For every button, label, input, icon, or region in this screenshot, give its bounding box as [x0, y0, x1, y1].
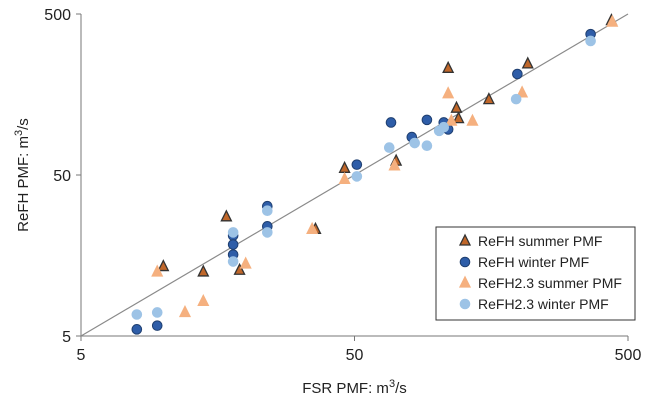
y-tick-label: 5 [62, 329, 71, 346]
data-point [521, 56, 534, 69]
data-point [383, 142, 395, 153]
data-point [388, 158, 401, 171]
data-point [351, 171, 363, 182]
x-tick-label: 500 [615, 347, 642, 364]
data-point [220, 209, 233, 222]
y-axis-title-text: ReFH PMF: m [15, 136, 32, 232]
x-tick-label: 50 [346, 347, 364, 364]
data-point [466, 113, 479, 126]
data-point [227, 256, 239, 267]
y-tick-label: 500 [44, 7, 71, 24]
x-axis-title-text: FSR PMF: m [302, 380, 389, 397]
data-point [385, 117, 397, 128]
legend-marker [459, 256, 471, 268]
legend-marker [458, 275, 472, 288]
data-point [239, 256, 252, 269]
legend: ReFH summer PMF ReFH winter PMF ReFH2.3 su… [435, 226, 636, 321]
data-point [512, 68, 523, 80]
data-point [227, 239, 239, 250]
data-point [482, 92, 495, 105]
legend-marker [459, 298, 471, 310]
data-point [421, 140, 433, 152]
x-tick-label: 5 [77, 347, 86, 364]
data-point [197, 264, 210, 277]
legend-entry: ReFH2.3 summer PMF [478, 275, 622, 291]
data-point [227, 227, 239, 238]
data-point [438, 121, 450, 133]
data-point [510, 93, 522, 105]
x-axis-title-sup: 3 [389, 378, 395, 390]
data-point [131, 324, 143, 335]
data-point [409, 137, 420, 149]
data-point [306, 221, 319, 234]
data-point [197, 293, 210, 307]
data-point [452, 111, 465, 124]
y-axis-title: ReFH PMF: m3/s [13, 118, 32, 232]
data-point [131, 309, 143, 320]
data-point [262, 205, 273, 217]
tick-marks [76, 13, 629, 341]
data-point [450, 100, 463, 113]
x-axis-title: FSR PMF: m3/s [302, 378, 406, 397]
data-point [606, 14, 619, 27]
data-point [442, 86, 455, 99]
data-point [233, 262, 246, 275]
series-4 [131, 35, 596, 320]
data-point [338, 171, 351, 184]
data-point [151, 264, 164, 277]
legend-marker [458, 233, 472, 246]
data-point [157, 259, 170, 272]
data-point [151, 320, 163, 331]
data-points [131, 13, 619, 335]
data-point [585, 35, 596, 47]
data-point [151, 307, 163, 318]
legend-entry: ReFH winter PMF [478, 254, 589, 270]
data-point [262, 227, 273, 238]
data-point [445, 113, 458, 126]
data-point [351, 159, 363, 170]
y-axis-title-suffix: /s [15, 118, 32, 130]
legend-entry: ReFH2.3 winter PMF [478, 296, 609, 312]
tick-labels: 5 50 500 5 50 500 [44, 7, 641, 364]
data-point [178, 305, 192, 318]
x-axis-title-suffix: /s [395, 380, 407, 397]
data-point [421, 114, 433, 126]
y-tick-label: 50 [53, 168, 71, 185]
legend-entry: ReFH summer PMF [478, 233, 602, 249]
data-point [338, 160, 351, 173]
series-3 [151, 14, 619, 318]
data-point [442, 60, 455, 73]
data-point [516, 85, 529, 98]
y-axis-title-sup: 3 [13, 130, 25, 136]
